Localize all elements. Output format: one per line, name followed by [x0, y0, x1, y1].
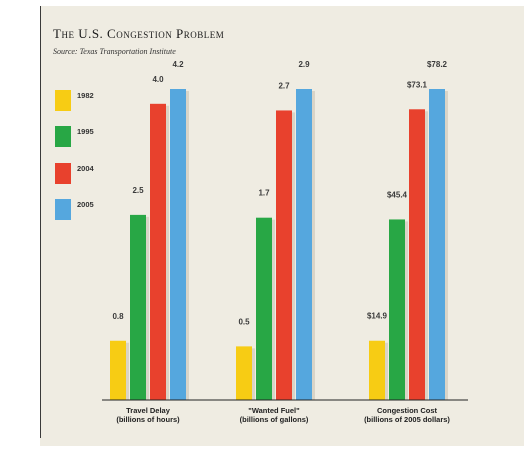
- legend-swatch-1995: [55, 126, 71, 147]
- data-label-2005-cat-0: 4.2: [172, 60, 184, 69]
- bar-2004-cat-0: [150, 103, 166, 401]
- bar-2005-cat-1: [296, 89, 312, 400]
- data-label-1982-cat-0: 0.8: [112, 312, 124, 321]
- category-label-0-line-0: Travel Delay: [126, 406, 171, 415]
- bar-2005-cat-2: [429, 89, 445, 400]
- category-label-1-line-0: "Wanted Fuel": [248, 406, 300, 415]
- data-label-1995-cat-2: $45.4: [387, 190, 408, 199]
- bar-1995-cat-2: [389, 219, 405, 400]
- data-label-2004-cat-1: 2.7: [278, 81, 290, 90]
- chart-title: The U.S. Congestion Problem: [53, 26, 225, 41]
- legend-swatch-1982: [55, 90, 71, 111]
- data-label-1982-cat-2: $14.9: [367, 312, 388, 321]
- bars-group: 0.8 2.5 4.0 4.2 0.5 1.7 2.7 2.9 $14.9 $45.4 $73.1 $…: [110, 60, 448, 401]
- data-label-2004-cat-2: $73.1: [407, 80, 428, 89]
- bar-1982-cat-2: [369, 340, 385, 400]
- category-label-2-line-1: (billions of 2005 dollars): [364, 415, 450, 424]
- data-label-2005-cat-2: $78.2: [427, 60, 448, 69]
- legend: 1982 1995 2004 2005: [55, 90, 95, 220]
- legend-swatch-2004: [55, 163, 71, 184]
- data-label-1995-cat-1: 1.7: [258, 189, 270, 198]
- bar-1995-cat-0: [130, 214, 146, 400]
- category-label-1-line-1: (billions of gallons): [240, 415, 309, 424]
- bar-2004-cat-2: [409, 109, 425, 401]
- bar-1982-cat-0: [110, 340, 126, 400]
- category-label-2-line-0: Congestion Cost: [377, 406, 437, 415]
- data-label-2005-cat-1: 2.9: [298, 60, 310, 69]
- category-label-0-line-1: (billions of hours): [116, 415, 180, 424]
- legend-label-1982: 1982: [77, 91, 94, 100]
- bar-1995-cat-1: [256, 217, 272, 400]
- legend-label-2005: 2005: [77, 200, 94, 209]
- bar-2004-cat-1: [276, 110, 292, 400]
- bar-1982-cat-1: [236, 346, 252, 400]
- legend-label-2004: 2004: [77, 164, 95, 173]
- data-label-1995-cat-0: 2.5: [132, 186, 144, 195]
- bar-2005-cat-0: [170, 89, 186, 400]
- chart-source: Source: Texas Transportation Institute: [53, 47, 176, 56]
- data-label-2004-cat-0: 4.0: [152, 75, 164, 84]
- left-rule: [40, 6, 41, 438]
- legend-label-1995: 1995: [77, 127, 94, 136]
- category-labels: Travel Delay(billions of hours) "Wanted F…: [116, 406, 450, 424]
- data-label-1982-cat-1: 0.5: [238, 317, 250, 326]
- legend-swatch-2005: [55, 199, 71, 220]
